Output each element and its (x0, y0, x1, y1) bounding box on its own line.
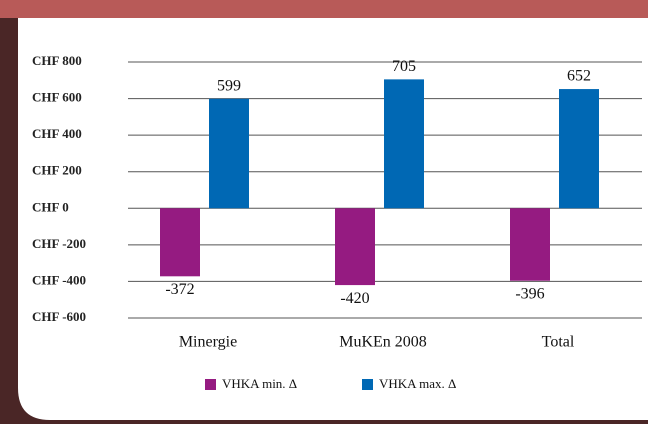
x-tick-label: Total (542, 334, 575, 351)
top-band (0, 0, 648, 18)
legend-label: VHKA min. Δ (222, 376, 297, 391)
legend-label: VHKA max. Δ (379, 376, 456, 391)
panel (18, 18, 648, 420)
data-label: -420 (340, 290, 369, 307)
y-tick-label: CHF 400 (32, 126, 82, 141)
legend-swatch (362, 379, 373, 390)
bar (559, 89, 599, 209)
bar (160, 208, 200, 277)
y-tick-label: CHF 800 (32, 53, 82, 68)
legend-swatch (205, 379, 216, 390)
y-tick-label: CHF 600 (32, 90, 82, 105)
y-tick-label: CHF -200 (32, 236, 86, 251)
y-tick-label: CHF 0 (32, 199, 69, 214)
y-tick-label: CHF 200 (32, 163, 82, 178)
y-tick-label: CHF -400 (32, 272, 86, 287)
bar (209, 98, 249, 209)
data-label: 705 (392, 58, 416, 75)
data-label: -372 (165, 281, 194, 298)
data-label: 599 (217, 77, 241, 94)
x-tick-label: MuKEn 2008 (339, 334, 427, 351)
bar (510, 208, 550, 281)
bar (335, 208, 375, 286)
data-label: -396 (515, 285, 544, 302)
y-tick-label: CHF -600 (32, 309, 86, 324)
bar (384, 79, 424, 209)
x-tick-label: Minergie (179, 334, 237, 351)
data-label: 652 (567, 68, 591, 85)
